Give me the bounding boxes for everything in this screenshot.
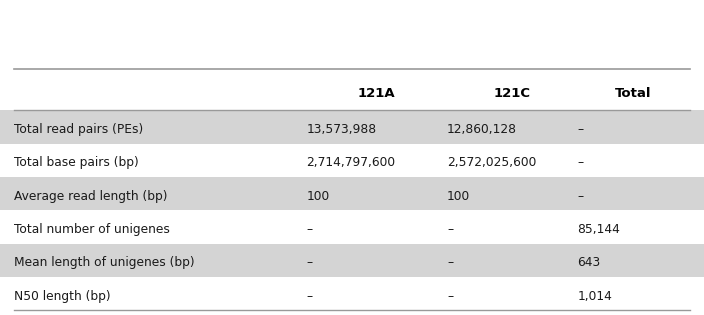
Text: –: – — [447, 223, 453, 236]
Bar — [0, 243, 704, 277]
Text: –: – — [306, 223, 313, 236]
Text: Mean length of unigenes (bp): Mean length of unigenes (bp) — [14, 256, 195, 269]
Text: 100: 100 — [306, 190, 329, 203]
Text: –: – — [306, 256, 313, 269]
Bar — [0, 177, 704, 210]
Text: 121A: 121A — [358, 87, 396, 100]
Text: 100: 100 — [447, 190, 470, 203]
Text: 121C: 121C — [494, 87, 531, 100]
Text: Total: Total — [615, 87, 652, 100]
Bar — [0, 110, 704, 144]
Text: Average read length (bp): Average read length (bp) — [14, 190, 168, 203]
Text: 1,014: 1,014 — [577, 290, 612, 303]
Text: –: – — [447, 256, 453, 269]
Text: N50 length (bp): N50 length (bp) — [14, 290, 111, 303]
Bar — [0, 69, 704, 110]
Text: Total number of unigenes: Total number of unigenes — [14, 223, 170, 236]
Text: 13,573,988: 13,573,988 — [306, 123, 377, 136]
Text: 2,714,797,600: 2,714,797,600 — [306, 157, 396, 169]
Text: –: – — [577, 123, 584, 136]
Text: –: – — [447, 290, 453, 303]
Text: Total read pairs (PEs): Total read pairs (PEs) — [14, 123, 144, 136]
Bar — [0, 277, 704, 310]
Text: –: – — [577, 157, 584, 169]
Text: 643: 643 — [577, 256, 601, 269]
Text: 12,860,128: 12,860,128 — [447, 123, 517, 136]
Text: Total base pairs (bp): Total base pairs (bp) — [14, 157, 139, 169]
Bar — [0, 210, 704, 243]
Text: –: – — [306, 290, 313, 303]
Text: 85,144: 85,144 — [577, 223, 620, 236]
Text: 2,572,025,600: 2,572,025,600 — [447, 157, 536, 169]
Text: –: – — [577, 190, 584, 203]
Bar — [0, 144, 704, 177]
